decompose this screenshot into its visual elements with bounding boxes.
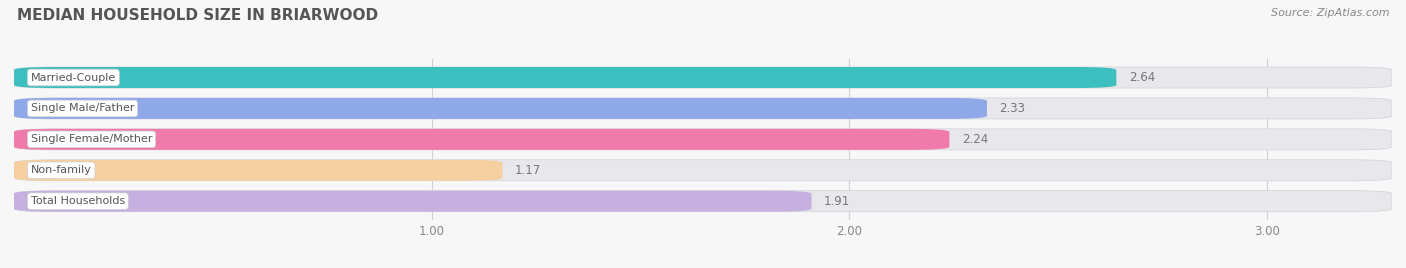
FancyBboxPatch shape	[14, 160, 1392, 181]
Text: Married-Couple: Married-Couple	[31, 73, 117, 83]
Text: 1.91: 1.91	[824, 195, 851, 208]
FancyBboxPatch shape	[14, 98, 987, 119]
Text: Non-family: Non-family	[31, 165, 91, 175]
FancyBboxPatch shape	[14, 191, 1392, 212]
FancyBboxPatch shape	[14, 67, 1116, 88]
Text: 1.17: 1.17	[515, 164, 541, 177]
Text: 2.24: 2.24	[962, 133, 988, 146]
FancyBboxPatch shape	[14, 129, 949, 150]
FancyBboxPatch shape	[14, 67, 1392, 88]
Text: 2.64: 2.64	[1129, 71, 1156, 84]
FancyBboxPatch shape	[14, 191, 811, 212]
FancyBboxPatch shape	[14, 129, 1392, 150]
Text: Total Households: Total Households	[31, 196, 125, 206]
Text: Source: ZipAtlas.com: Source: ZipAtlas.com	[1271, 8, 1389, 18]
Text: MEDIAN HOUSEHOLD SIZE IN BRIARWOOD: MEDIAN HOUSEHOLD SIZE IN BRIARWOOD	[17, 8, 378, 23]
Text: 2.33: 2.33	[1000, 102, 1025, 115]
FancyBboxPatch shape	[14, 160, 502, 181]
Text: Single Male/Father: Single Male/Father	[31, 103, 134, 113]
Text: Single Female/Mother: Single Female/Mother	[31, 134, 152, 144]
FancyBboxPatch shape	[14, 98, 1392, 119]
